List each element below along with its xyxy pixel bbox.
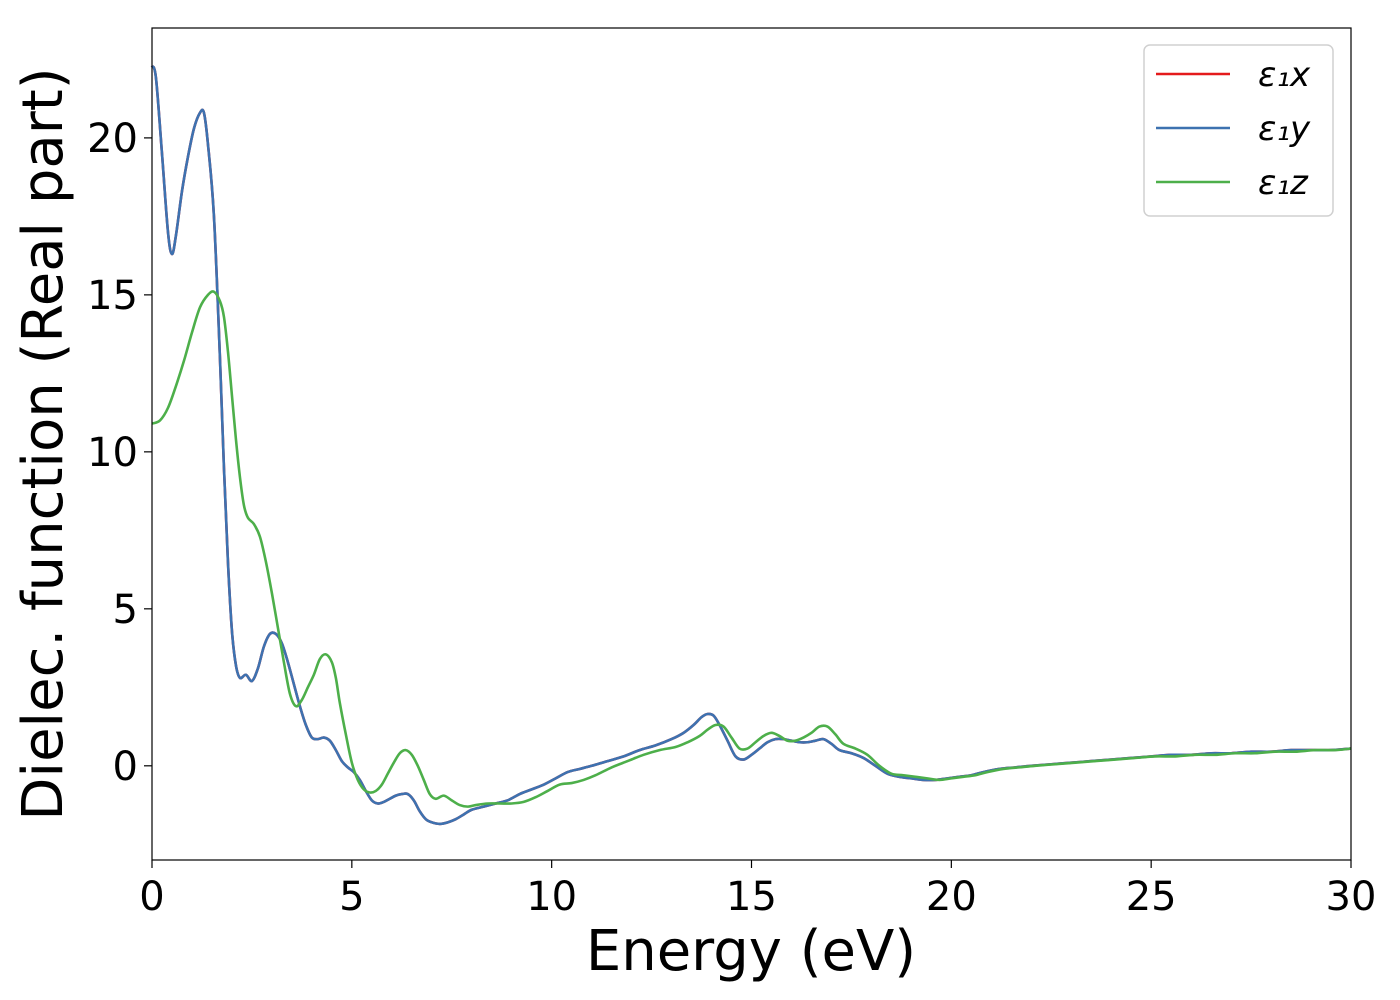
x-tick-label: 10: [526, 874, 577, 920]
legend-label-3: ε₁z: [1258, 163, 1309, 203]
legend: ε₁x ε₁y ε₁z: [1143, 44, 1334, 217]
x-tick-label: 25: [1126, 874, 1177, 920]
x-tick-label: 0: [139, 874, 164, 920]
x-axis: 0 5 10 15 20 25 30: [139, 860, 1376, 920]
y-axis-title: Dielec. function (Real part): [11, 67, 76, 820]
x-axis-title: Energy (eV): [586, 919, 916, 984]
legend-frame: [1143, 44, 1334, 217]
series-line-3: [151, 290, 1352, 808]
y-tick-label: 15: [87, 273, 138, 319]
y-tick-label: 5: [113, 587, 138, 633]
y-axis: 0 5 10 15 20: [87, 116, 152, 790]
y-tick-label: 0: [113, 744, 138, 790]
y-tick-label: 10: [87, 430, 138, 476]
x-tick-label: 20: [926, 874, 977, 920]
legend-label-1: ε₁x: [1258, 55, 1311, 95]
legend-label-2: ε₁y: [1258, 109, 1311, 149]
series-layer: [150, 65, 1352, 826]
x-tick-label: 15: [726, 874, 777, 920]
x-tick-label: 5: [339, 874, 364, 920]
y-tick-label: 20: [87, 116, 138, 162]
x-tick-label: 30: [1326, 874, 1377, 920]
